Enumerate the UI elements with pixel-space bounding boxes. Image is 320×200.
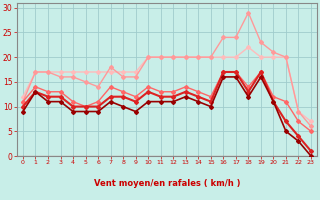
X-axis label: Vent moyen/en rafales ( km/h ): Vent moyen/en rafales ( km/h ): [94, 179, 240, 188]
